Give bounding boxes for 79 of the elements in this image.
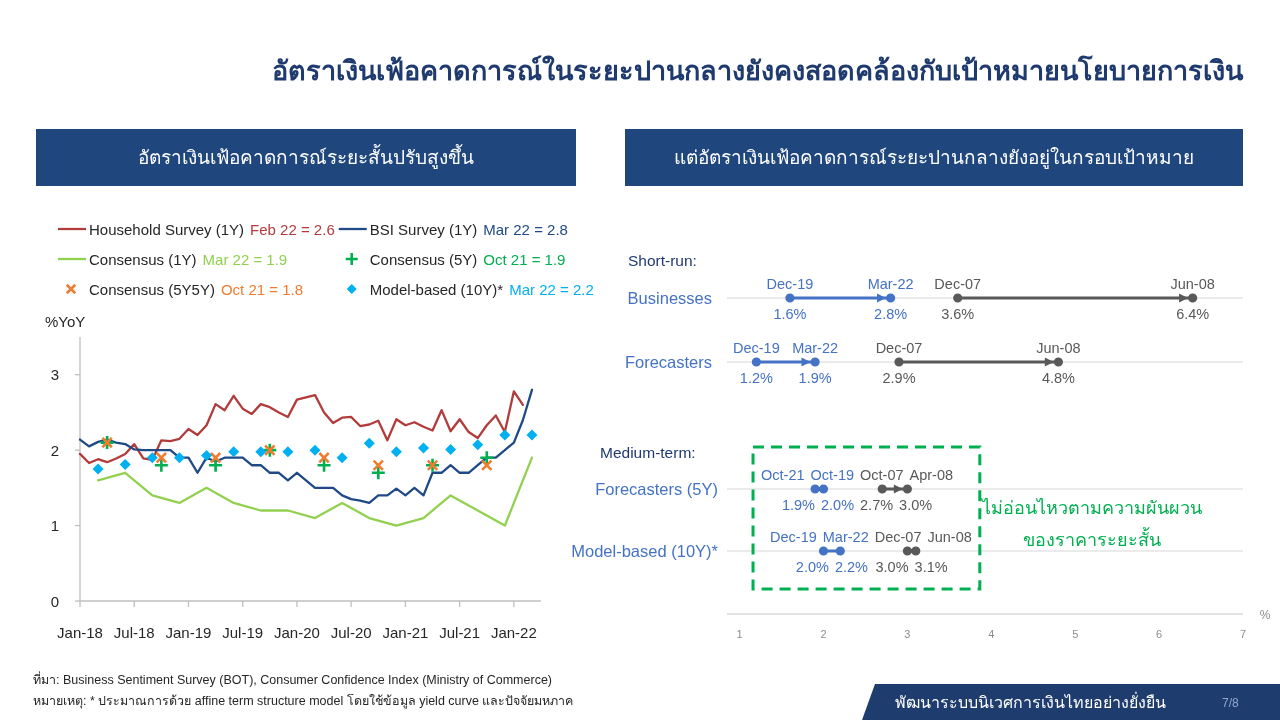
data-label: Oct-07 <box>860 467 904 483</box>
tick-label: 0 <box>50 592 59 610</box>
data-label: Oct-19 <box>810 467 855 483</box>
data-label: 3.1% <box>914 559 948 575</box>
tick-label: 2 <box>820 628 827 640</box>
annotation: พัฒนาระบบนิเวศการเงินไทยอย่างยั่งยืน <box>895 694 1166 711</box>
tick-label: Jul-19 <box>222 624 264 641</box>
tick-label: Jul-21 <box>439 624 481 641</box>
data-label: Jun-08 <box>1036 340 1081 356</box>
annotation: ไม่อ่อนไหวตามความผันผวน ของราคาระยะสั้น <box>982 498 1202 550</box>
legend-label: Consensus (1Y) <box>89 250 197 268</box>
data-label: 1.9% <box>798 370 832 386</box>
subtitle: Short-run: <box>628 252 697 269</box>
annotation: Oct 21 = 1.9 <box>483 250 566 268</box>
tick-label: 3 <box>50 366 59 384</box>
annotation: Mar 22 = 1.9 <box>202 250 288 268</box>
tick-label: 7 <box>1239 628 1247 640</box>
data-label: 2.0% <box>795 559 829 575</box>
category-label: Forecasters <box>624 353 712 371</box>
data-label: Dec-07 <box>875 340 923 356</box>
data-label: 6.4% <box>1176 306 1210 322</box>
data-label: Dec-19 <box>733 340 780 356</box>
data-label: 2.9% <box>882 370 916 386</box>
title: แต่อัตราเงินเฟ้อคาดการณ์ระยะปานกลางยังอยู่ในกรอบเป้าหมาย <box>674 147 1194 169</box>
category-label: Model-based (10Y)* <box>571 542 718 560</box>
data-label: 2.0% <box>821 497 855 513</box>
tick-label: Jan-22 <box>490 624 537 641</box>
data-label: Dec-19 <box>770 529 817 545</box>
data-label: Mar-22 <box>867 276 914 292</box>
tick-label: 1 <box>736 628 743 640</box>
tick-label: 6 <box>1156 628 1163 640</box>
data-label: 2.2% <box>834 559 868 575</box>
annotation: Feb 22 = 2.6 <box>250 220 335 238</box>
data-label: Jun-08 <box>927 529 972 545</box>
tick-label: Jan-21 <box>382 624 429 641</box>
data-label: Dec-07 <box>934 276 982 292</box>
tick-label: Jan-20 <box>274 624 320 641</box>
tick-label: Jul-20 <box>330 624 372 641</box>
annotation: Mar 22 = 2.8 <box>483 220 568 238</box>
data-label: 3.0% <box>899 497 933 513</box>
annotation: ที่มา: Business Sentiment Survey (BOT), Consumer Confidence Index (Ministry of Commerce) <box>33 673 552 687</box>
data-label: 1.2% <box>739 370 773 386</box>
annotation: Oct 21 = 1.8 <box>220 280 304 298</box>
data-label: Mar-22 <box>792 340 839 356</box>
category-label: Businesses <box>627 289 712 307</box>
data-label: Mar-22 <box>822 529 869 545</box>
tick-label: 5 <box>1072 628 1079 640</box>
data-label: 4.8% <box>1041 370 1075 386</box>
legend-label: BSI Survey (1Y) <box>369 220 478 238</box>
data-label: 3.0% <box>875 559 909 575</box>
data-label: Dec-19 <box>766 276 814 292</box>
data-label: 3.6% <box>941 306 975 322</box>
x-axis-title: % <box>1259 608 1271 622</box>
data-label: 2.8% <box>874 306 908 322</box>
legend-label: Model-based (10Y)* <box>369 280 504 298</box>
annotation: หมายเหตุ: * ประมาณการด้วย affine term structure model โดยใช้ข้อมูล yield curve และปัจจัยมหภาค <box>33 694 574 708</box>
annotation: Mar 22 = 2.2 <box>509 280 594 298</box>
subtitle: Medium-term: <box>600 444 696 461</box>
data-label: 1.6% <box>773 306 807 322</box>
legend-label: Household Survey (1Y) <box>89 220 245 238</box>
tick-label: 3 <box>904 628 911 640</box>
data-label: Dec-07 <box>874 529 922 545</box>
data-label: 1.9% <box>781 497 815 513</box>
legend-label: Consensus (5Y) <box>369 250 478 268</box>
tick-label: 4 <box>988 628 995 640</box>
tick-label: 1 <box>50 517 59 535</box>
tick-label: Jan-18 <box>57 624 103 641</box>
data-label: Oct-21 <box>761 467 805 483</box>
data-label: Apr-08 <box>909 467 954 483</box>
legend-label: Consensus (5Y5Y) <box>89 280 215 298</box>
tick-label: Jul-18 <box>113 624 155 641</box>
y-axis-title: %YoY <box>45 313 86 330</box>
category-label: Forecasters (5Y) <box>595 480 718 498</box>
title: อัตราเงินเฟ้อคาดการณ์ในระยะปานกลางยังคงสอดคล้องกับเป้าหมายนโยบายการเงิน <box>271 56 1243 86</box>
data-label: Jun-08 <box>1170 276 1215 292</box>
tick-label: Jan-19 <box>165 624 212 641</box>
data-label: 2.7% <box>860 497 894 513</box>
tick-label: 2 <box>50 441 59 459</box>
annotation: 7/8 <box>1222 696 1239 710</box>
